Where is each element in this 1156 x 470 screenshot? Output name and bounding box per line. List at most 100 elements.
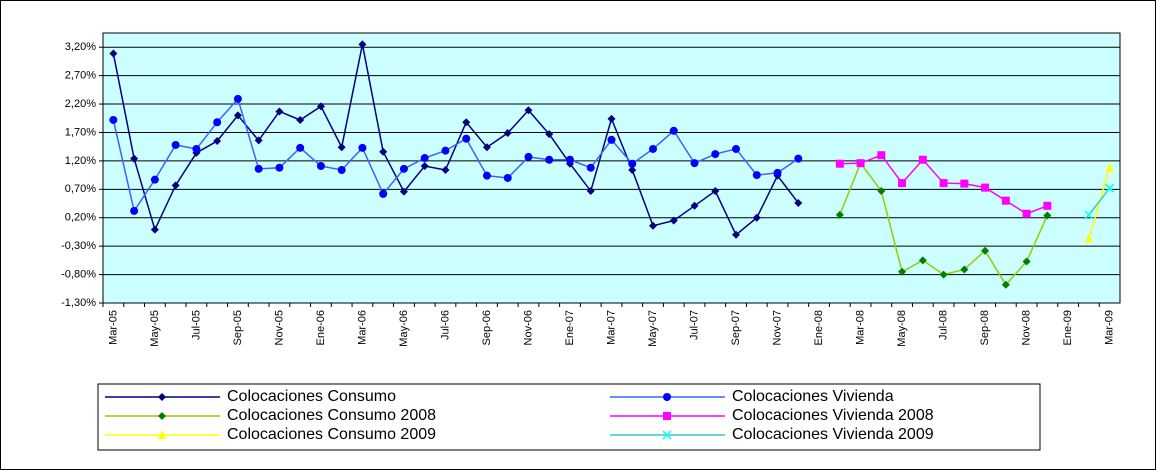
marker <box>669 126 678 135</box>
legend-label: Colocaciones Consumo <box>227 388 396 405</box>
marker <box>649 221 658 230</box>
marker <box>586 163 595 172</box>
x-tick-label: May-08 <box>896 310 908 347</box>
marker <box>275 107 284 116</box>
y-tick-label: -1,30% <box>61 297 96 309</box>
marker <box>898 267 907 276</box>
marker <box>316 102 325 111</box>
x-tick-label: Mar-07 <box>605 310 617 345</box>
x-tick-label: Jul-08 <box>937 310 949 340</box>
marker <box>773 168 782 177</box>
marker <box>150 225 159 234</box>
marker <box>109 49 118 58</box>
marker <box>275 163 284 172</box>
marker <box>1022 209 1031 218</box>
marker <box>856 159 865 168</box>
marker <box>150 175 159 184</box>
marker <box>1022 257 1031 266</box>
legend-label: Colocaciones Vivienda 2008 <box>732 407 934 424</box>
marker <box>130 206 139 215</box>
marker <box>918 256 927 265</box>
marker <box>1105 162 1114 172</box>
marker <box>213 137 222 145</box>
y-tick-label: 0,20% <box>65 212 96 224</box>
marker <box>503 129 512 138</box>
marker <box>939 179 948 188</box>
marker <box>711 150 720 159</box>
marker <box>732 230 741 239</box>
marker <box>663 393 671 401</box>
x-tick-label: May-06 <box>398 310 410 347</box>
marker <box>752 213 761 222</box>
marker <box>420 154 429 163</box>
marker <box>399 187 408 196</box>
marker <box>752 171 761 180</box>
marker <box>358 40 367 49</box>
marker <box>877 187 886 196</box>
plot-border <box>102 32 1121 304</box>
marker <box>358 143 367 152</box>
marker <box>524 106 533 115</box>
marker <box>794 154 803 163</box>
y-tick-label: -0,80% <box>61 268 96 280</box>
x-tick-label: Mar-09 <box>1104 310 1116 345</box>
marker <box>158 412 166 420</box>
x-tick-label: May-05 <box>149 310 161 347</box>
marker <box>337 143 346 152</box>
x-tick-label: Sep-08 <box>979 310 991 345</box>
marker <box>939 270 948 279</box>
y-tick-label: 1,70% <box>65 126 96 138</box>
x-tick-label: Sep-05 <box>232 310 244 345</box>
marker <box>171 181 180 190</box>
marker <box>379 189 388 198</box>
marker <box>732 144 741 153</box>
marker <box>545 130 554 139</box>
marker <box>337 165 346 174</box>
marker <box>545 155 554 164</box>
x-tick-label: Mar-08 <box>854 310 866 345</box>
legend-label: Colocaciones Vivienda 2009 <box>732 426 934 443</box>
marker <box>462 134 471 143</box>
legend-box <box>97 383 1041 451</box>
marker <box>607 114 616 123</box>
marker <box>662 430 672 440</box>
marker <box>482 171 491 180</box>
x-tick-label: Jul-05 <box>190 310 202 340</box>
legend-label: Colocaciones Consumo 2008 <box>227 407 436 424</box>
marker <box>690 159 699 168</box>
marker <box>254 136 263 145</box>
marker <box>981 183 990 192</box>
marker <box>441 165 450 174</box>
series-line <box>1088 167 1111 239</box>
marker <box>420 162 429 171</box>
marker <box>586 187 595 196</box>
x-tick-label: Jul-06 <box>439 310 451 340</box>
marker <box>898 179 907 188</box>
marker <box>441 146 450 155</box>
marker <box>565 155 574 164</box>
y-tick-label: 2,20% <box>65 98 96 110</box>
x-tick-label: Nov-06 <box>522 310 534 345</box>
marker <box>158 430 166 439</box>
marker <box>690 201 699 210</box>
marker <box>254 164 263 173</box>
x-tick-label: Mar-06 <box>356 310 368 345</box>
y-tick-label: 3,20% <box>65 41 96 53</box>
marker <box>1001 196 1010 205</box>
marker <box>835 159 844 168</box>
x-tick-label: Ene-08 <box>813 310 825 345</box>
marker <box>462 118 471 127</box>
marker <box>379 147 388 156</box>
marker <box>1084 210 1094 220</box>
x-tick-label: Sep-06 <box>481 310 493 345</box>
marker <box>296 143 305 152</box>
marker <box>649 144 658 153</box>
marker <box>158 393 166 401</box>
series-line <box>112 97 799 213</box>
marker <box>663 412 671 420</box>
marker <box>171 140 180 149</box>
x-tick-label: Nov-05 <box>273 310 285 345</box>
marker <box>399 164 408 173</box>
marker <box>628 159 637 168</box>
marker <box>835 210 844 219</box>
